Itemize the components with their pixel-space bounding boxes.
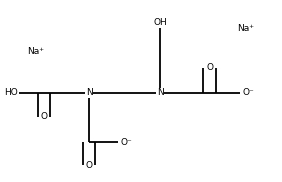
Text: O: O <box>85 161 92 170</box>
Text: O⁻: O⁻ <box>120 138 132 147</box>
Text: O: O <box>206 63 213 72</box>
Text: HO: HO <box>4 88 18 97</box>
Text: O⁻: O⁻ <box>242 88 254 97</box>
Text: OH: OH <box>153 18 167 27</box>
Text: Na⁺: Na⁺ <box>27 47 44 56</box>
Text: N: N <box>86 88 92 97</box>
Text: N: N <box>157 88 164 97</box>
Text: Na⁺: Na⁺ <box>237 24 255 33</box>
Text: O: O <box>40 112 47 121</box>
